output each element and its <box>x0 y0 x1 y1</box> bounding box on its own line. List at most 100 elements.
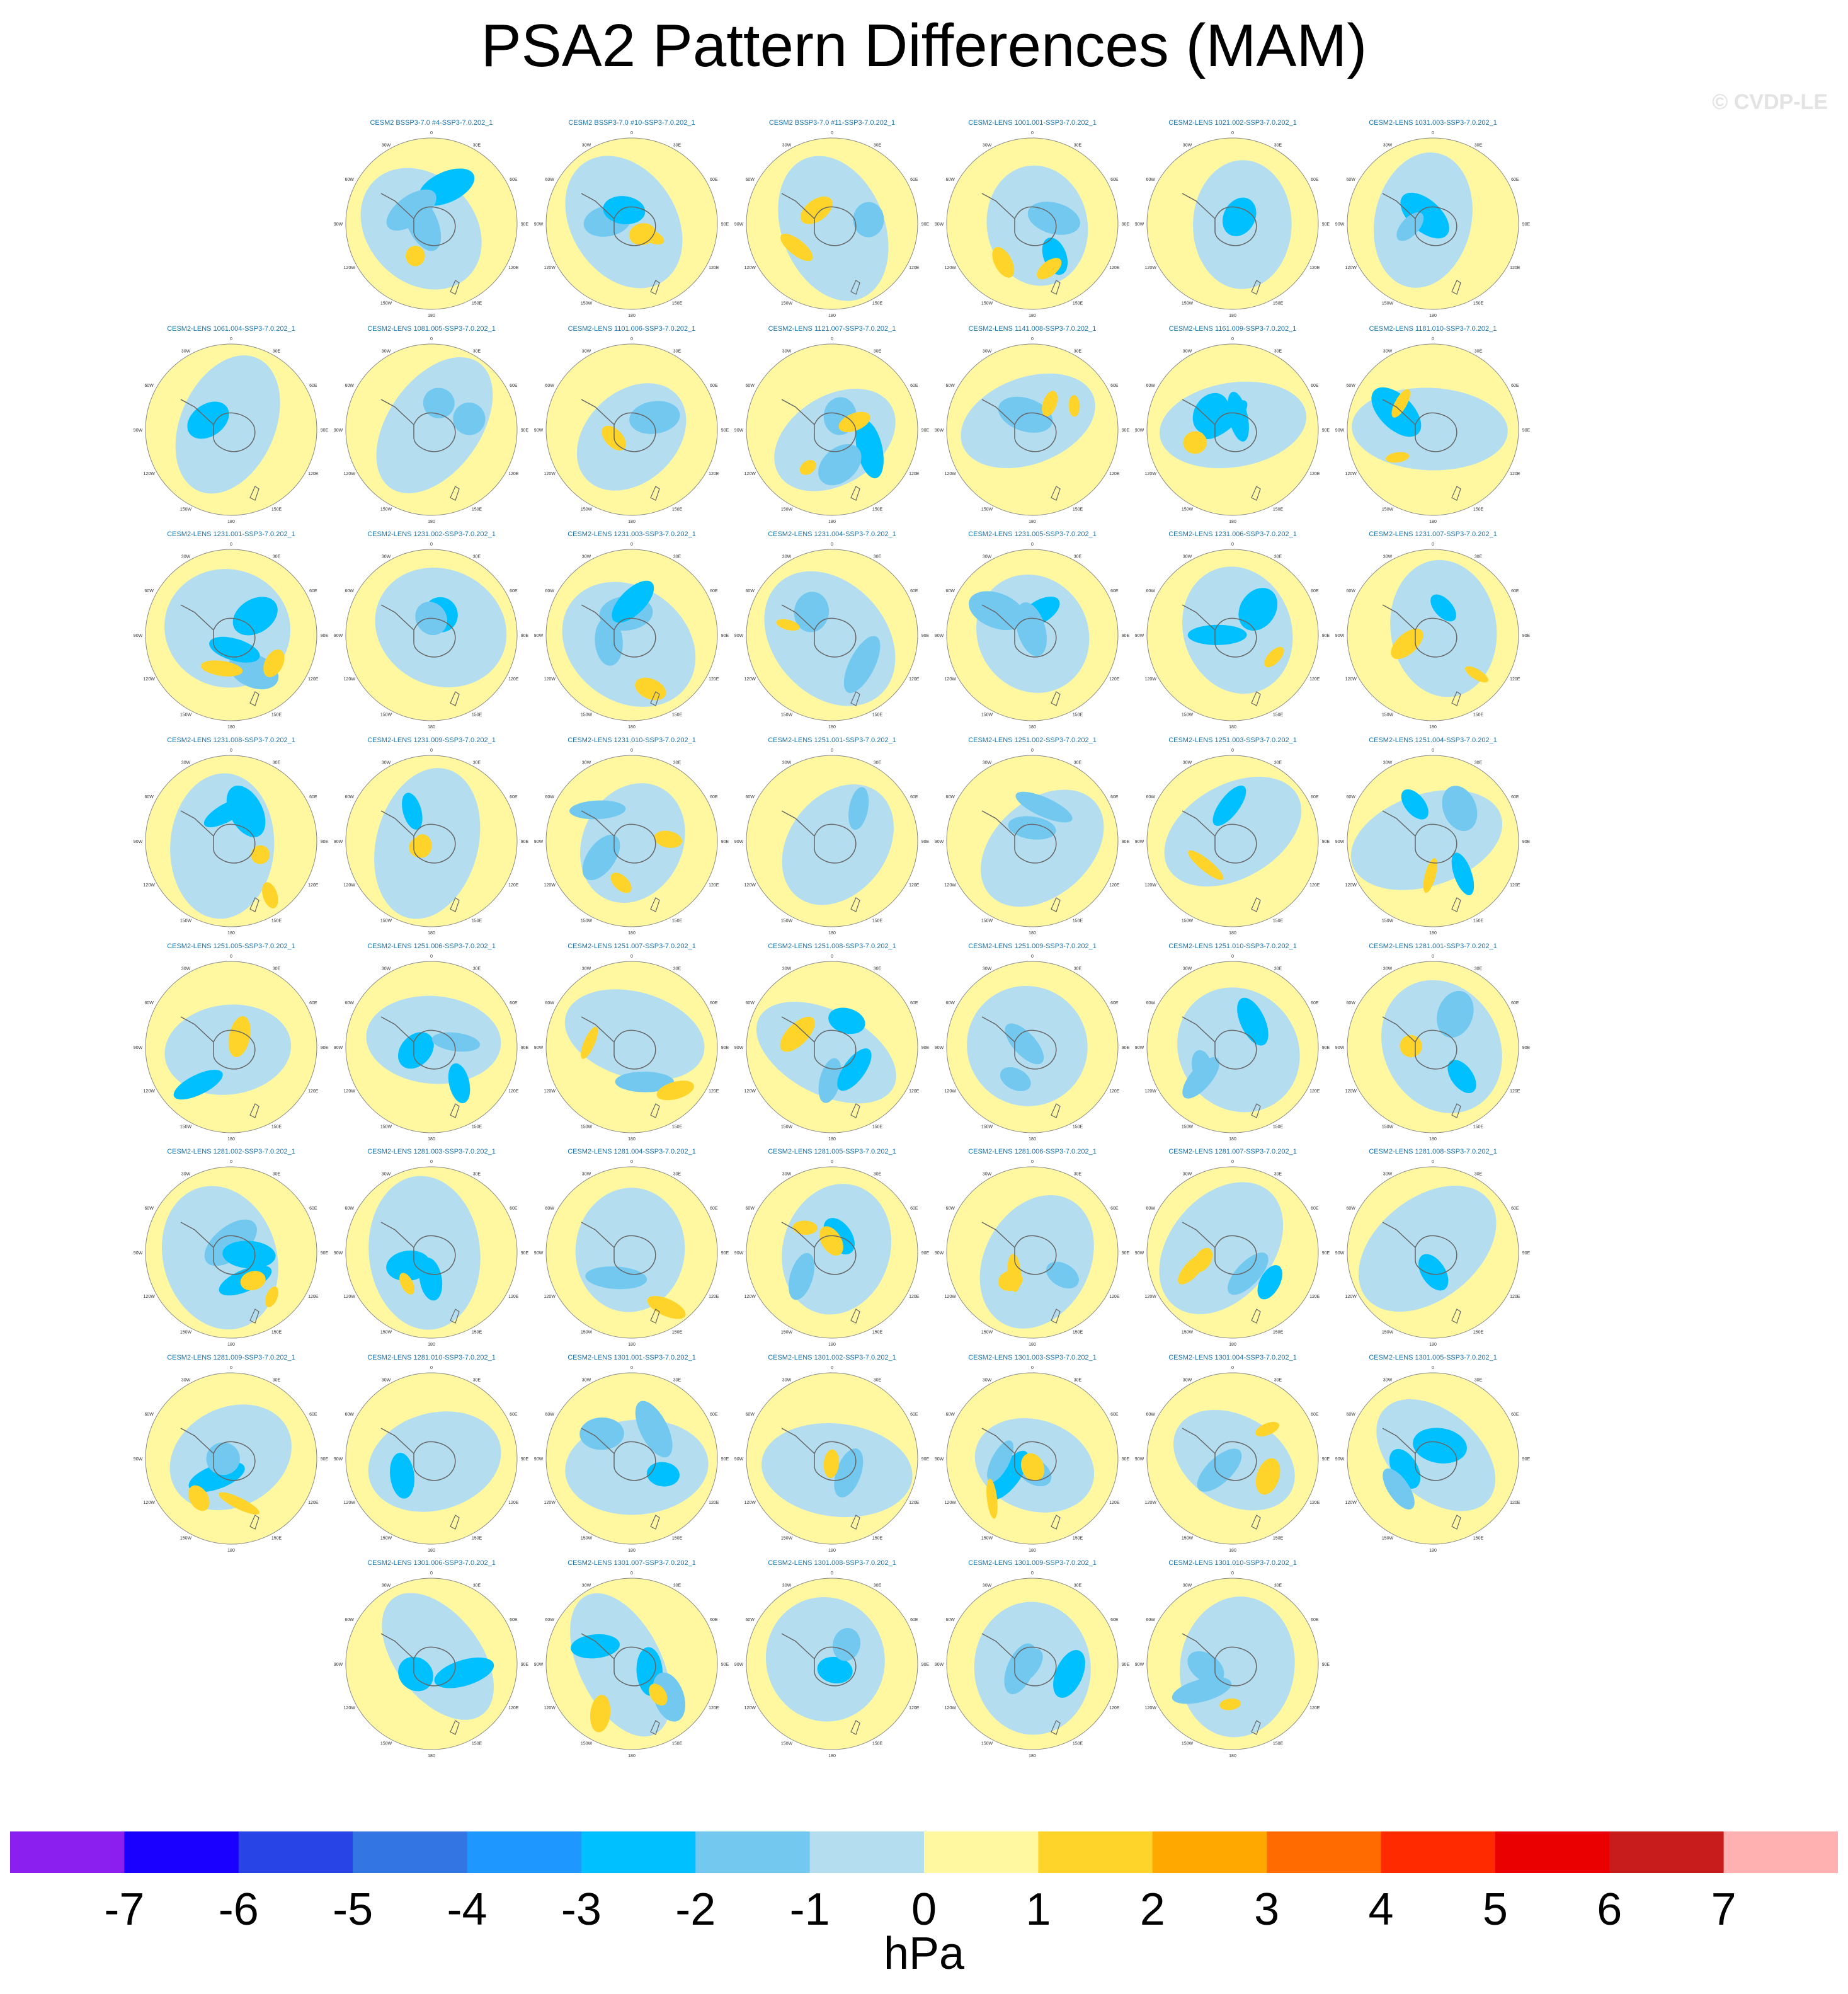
longitude-label: 150W <box>981 1741 993 1746</box>
coastline <box>180 399 256 452</box>
longitude-label: 30W <box>782 1172 792 1177</box>
polar-map: 0 180 30W 30E 60W 60E 90W 90E 120W 120E 150W 150E <box>734 1160 930 1347</box>
contour-fill <box>1228 1252 1269 1295</box>
panel-grid: CESM2 BSSP3-7.0 #4-SSP3-7.0.202_1 0 180 30W… <box>134 119 1531 1773</box>
map-panel: CESM2-LENS 1251.009-SSP3-7.0.202_1 0 180 30… <box>935 943 1130 1157</box>
coastline <box>650 486 660 501</box>
coastline <box>581 193 656 246</box>
longitude-label: 150W <box>581 301 593 306</box>
longitude-label: 60W <box>945 1618 955 1622</box>
longitude-label: 120E <box>1109 472 1120 476</box>
polar-map: 0 180 30W 30E 60W 60E 90W 90E 120W 120E 150W 150E <box>1135 954 1330 1142</box>
longitude-label: 0 <box>831 131 833 135</box>
longitude-label: 120W <box>344 472 356 476</box>
coastline <box>850 1515 860 1530</box>
coastline <box>1382 1428 1457 1481</box>
coastline <box>1251 1103 1261 1118</box>
contour-fill <box>801 196 833 224</box>
longitude-label: 30E <box>1474 761 1483 765</box>
longitude-label: 120E <box>909 1706 920 1710</box>
polar-map: 0 180 30W 30E 60W 60E 90W 90E 120W 120E 150W 150E <box>534 1366 729 1553</box>
longitude-label: 150W <box>781 1536 793 1540</box>
longitude-label: 120E <box>1510 266 1520 270</box>
longitude-label: 0 <box>430 748 433 753</box>
longitude-label: 150W <box>180 1125 192 1129</box>
longitude-label: 90E <box>921 428 930 433</box>
coastline <box>249 486 260 501</box>
longitude-label: 90W <box>734 428 744 433</box>
contour-fill <box>778 156 889 301</box>
map-border <box>145 961 317 1133</box>
panel-title: CESM2-LENS 1281.004-SSP3-7.0.202_1 <box>568 1148 696 1155</box>
longitude-label: 60W <box>545 1412 554 1417</box>
coastline <box>180 1222 256 1275</box>
longitude-label: 30W <box>782 1378 792 1383</box>
longitude-label: 120E <box>508 1295 519 1299</box>
longitude-label: 180 <box>628 1754 636 1758</box>
longitude-label: 150W <box>781 919 793 923</box>
longitude-label: 90W <box>1135 1251 1144 1256</box>
contour-fill <box>582 834 620 881</box>
longitude-label: 150W <box>1182 1536 1194 1540</box>
longitude-label: 150E <box>271 1536 282 1540</box>
map-panel: CESM2-LENS 1231.010-SSP3-7.0.202_1 0 180 30… <box>534 736 729 951</box>
coastline <box>781 1016 857 1070</box>
coastline <box>1382 1222 1457 1275</box>
longitude-label: 180 <box>1029 1754 1036 1758</box>
longitude-label: 30W <box>983 761 992 765</box>
longitude-label: 120W <box>344 1089 356 1094</box>
longitude-label: 180 <box>1229 1343 1236 1347</box>
map-panel: CESM2-LENS 1031.003-SSP3-7.0.202_1 0 180 30… <box>1335 119 1531 333</box>
coastline <box>850 1103 860 1118</box>
coastline <box>781 399 857 452</box>
map-border <box>545 1372 718 1545</box>
polar-map: 0 180 30W 30E 60W 60E 90W 90E 120W 120E 150W 150E <box>134 748 329 936</box>
longitude-label: 90W <box>334 1663 343 1667</box>
map-border <box>946 961 1119 1133</box>
map-panel: CESM2-LENS 1281.005-SSP3-7.0.202_1 0 180 30… <box>734 1148 930 1362</box>
longitude-label: 150E <box>1273 1330 1284 1334</box>
colorbar-tick-label: 0 <box>911 1884 937 1935</box>
coastline <box>581 1633 656 1687</box>
coastline <box>380 1633 456 1687</box>
longitude-label: 90E <box>1522 1251 1531 1256</box>
contour-fill <box>175 355 280 494</box>
colorbar-tick-label: -5 <box>333 1884 374 1935</box>
map-border <box>145 1372 317 1545</box>
longitude-label: 150E <box>472 1125 482 1129</box>
contour-fill <box>799 460 816 475</box>
longitude-label: 30E <box>1274 1172 1282 1177</box>
map-panel: CESM2-LENS 1301.006-SSP3-7.0.202_1 0 180 30… <box>334 1559 529 1773</box>
panel-title: CESM2-LENS 1231.002-SSP3-7.0.202_1 <box>367 530 496 538</box>
longitude-label: 150E <box>271 713 282 717</box>
longitude-label: 150W <box>380 919 392 923</box>
longitude-label: 60W <box>1146 1001 1155 1006</box>
longitude-label: 60W <box>144 1001 154 1006</box>
contour-fill <box>986 1479 998 1519</box>
longitude-label: 120W <box>544 1295 556 1299</box>
map-panel: CESM2-LENS 1281.003-SSP3-7.0.202_1 0 180 30… <box>334 1148 529 1362</box>
longitude-label: 150W <box>380 1330 392 1334</box>
contour-fill <box>649 1683 668 1706</box>
contour-fill <box>390 1452 415 1499</box>
longitude-label: 60W <box>945 1001 955 1006</box>
longitude-label: 60E <box>510 178 518 182</box>
longitude-label: 150E <box>872 1125 883 1129</box>
map-panel: CESM2-LENS 1251.005-SSP3-7.0.202_1 0 180 30… <box>134 943 329 1157</box>
longitude-label: 120W <box>1145 1501 1157 1505</box>
longitude-label: 60W <box>345 178 354 182</box>
longitude-label: 0 <box>630 954 633 959</box>
longitude-label: 180 <box>1229 725 1236 730</box>
longitude-label: 90W <box>935 428 944 433</box>
longitude-label: 120W <box>945 677 957 682</box>
map-border <box>746 1372 918 1545</box>
longitude-label: 30E <box>874 555 882 559</box>
longitude-label: 150W <box>180 507 192 512</box>
longitude-label: 90E <box>321 1046 329 1050</box>
colorbar-swatch <box>1609 1831 1725 1873</box>
map-border <box>1347 1166 1519 1339</box>
map-panel: CESM2-LENS 1301.008-SSP3-7.0.202_1 0 180 30… <box>734 1559 930 1773</box>
longitude-label: 150E <box>1073 1741 1083 1746</box>
longitude-label: 0 <box>831 1571 833 1576</box>
contour-fill <box>226 786 266 837</box>
